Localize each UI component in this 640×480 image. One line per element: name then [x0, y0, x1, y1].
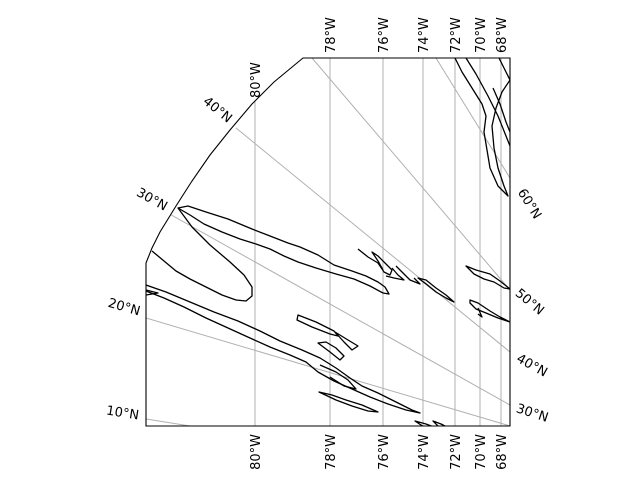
meridian-label-bottom: 70°W: [474, 434, 489, 470]
parallel-20n: [146, 317, 510, 426]
coastline-florida-loop: [177, 205, 390, 295]
meridian-label-bottom: 72°W: [449, 434, 464, 470]
coastline-cuba-tip: [146, 289, 159, 296]
island-hispaniola: [318, 391, 379, 413]
meridian-label-top: 68°W: [495, 17, 510, 53]
meridian-label-bottom: 74°W: [417, 434, 432, 470]
coastline-labrador-c: [492, 87, 510, 133]
island-puerto-rico: [414, 420, 435, 426]
meridian-label-top: 80°W: [249, 62, 264, 98]
coastline-labrador-b: [465, 58, 510, 147]
meridian-label-top: 78°W: [324, 17, 339, 53]
coastline-labrador-d: [498, 58, 510, 81]
coastline-gulf-loop: [151, 207, 253, 302]
island-bahamas-a: [296, 314, 339, 337]
meridian-label-top: 70°W: [474, 17, 489, 53]
graticule: [146, 58, 510, 426]
coastline-cape-cod: [417, 277, 455, 303]
meridian-label-top: 72°W: [449, 17, 464, 53]
coastline-maine-gulf: [469, 299, 510, 323]
parallel-label-left: 10°N: [105, 404, 140, 424]
parallel-40n: [235, 127, 510, 353]
meridian-label-top: 76°W: [377, 17, 392, 53]
island-bahamas-c: [317, 341, 345, 361]
parallel-labels-right: 60°N 50°N 40°N 30°N: [512, 186, 550, 426]
coastline-long-island: [395, 265, 421, 285]
parallel-50n: [311, 58, 510, 291]
meridian-label-bottom: 78°W: [324, 434, 339, 470]
parallel-labels-left: 40°N 30°N 20°N 10°N: [105, 94, 234, 423]
meridian-label-top: 74°W: [417, 17, 432, 53]
island-bahamas-b: [334, 331, 359, 351]
coastline-nova-scotia: [465, 265, 510, 290]
parallel-label-right: 30°N: [514, 401, 550, 425]
meridian-label-bottom: 68°W: [495, 434, 510, 470]
coastline-labrador-a: [454, 58, 510, 197]
parallel-label-right: 40°N: [514, 351, 550, 380]
coastline-east-coast: [357, 248, 393, 276]
coastline-cuba-north: [146, 284, 421, 414]
parallel-label-right: 60°N: [514, 186, 544, 222]
coastline-maine-gulf-b: [477, 307, 483, 318]
parallel-60n: [435, 58, 510, 179]
parallel-label-left: 40°N: [200, 94, 235, 126]
meridian-labels-top: 80°W 78°W 76°W 74°W 72°W 70°W 68°W: [249, 17, 510, 98]
meridian-labels-bottom: 80°W 78°W 76°W 74°W 72°W 70°W 68°W: [249, 434, 510, 470]
parallel-label-left: 30°N: [134, 185, 170, 214]
coastline-cuba-south: [319, 364, 357, 390]
parallel-label-right: 50°N: [512, 286, 547, 319]
parallel-10n: [146, 418, 191, 426]
map-frame: [145, 57, 511, 427]
meridian-label-bottom: 76°W: [377, 434, 392, 470]
island-lesser-antilles: [432, 420, 448, 426]
parallel-label-left: 20°N: [106, 296, 142, 319]
coastline-east-coast-b: [385, 267, 405, 281]
parallel-30n: [165, 211, 510, 406]
meridian-label-bottom: 80°W: [249, 434, 264, 470]
coastlines: [146, 58, 510, 426]
